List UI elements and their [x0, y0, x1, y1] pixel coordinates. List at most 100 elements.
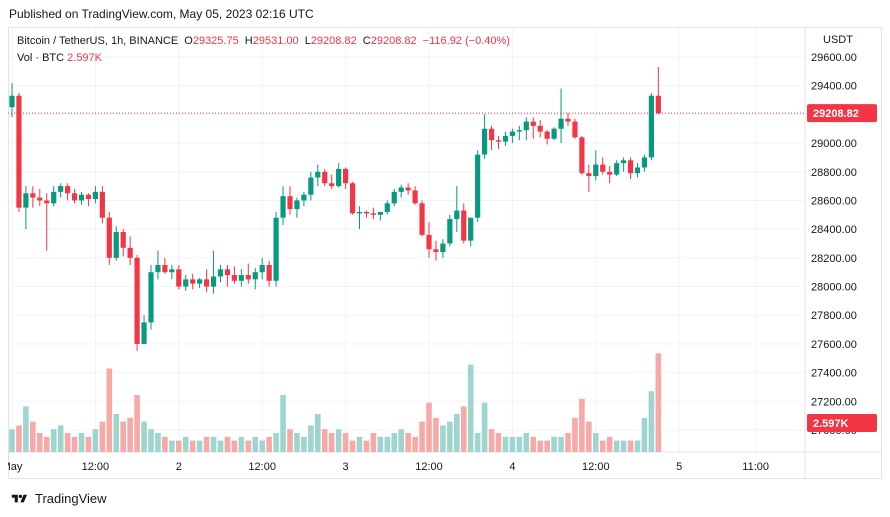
candle-body [363, 211, 370, 214]
volume-bar [23, 406, 29, 452]
currency-label[interactable]: USDT [823, 34, 853, 46]
candle-body [58, 186, 64, 192]
candle-body [343, 168, 349, 184]
volume-bar [627, 440, 634, 452]
volume-bar [245, 440, 252, 452]
volume-bar [92, 429, 99, 452]
candle-body [391, 191, 397, 204]
candle-body [9, 95, 15, 108]
candle-body [558, 118, 564, 129]
time-axis: May 12:00 2 12:00 3 12:00 4 12:00 5 11:00 [8, 461, 769, 473]
volume-bar [558, 436, 564, 452]
candle-body [475, 154, 481, 218]
candle-body [252, 272, 258, 280]
candle-body [565, 118, 571, 122]
candle-body [468, 217, 474, 241]
candle-body [85, 194, 92, 200]
volume-bar [71, 436, 78, 452]
volume-bar [266, 436, 272, 452]
candle-body [621, 160, 627, 164]
volume-bar [426, 402, 432, 452]
candles [9, 67, 661, 352]
volume-bar [30, 421, 36, 452]
candle-body [308, 177, 314, 195]
volume-bar [217, 440, 224, 452]
candle-body [523, 121, 529, 131]
volume-legend: Vol · BTC 2.597K [17, 52, 102, 64]
volume-bar [287, 429, 293, 452]
candle-body [593, 164, 599, 177]
candle-body [44, 200, 50, 204]
published-caption: Published on TradingView.com, May 05, 20… [9, 7, 314, 21]
candle-body [113, 232, 119, 258]
open-label: O [184, 35, 193, 47]
volume-bar [342, 433, 349, 452]
volume-label: Vol · BTC [17, 52, 65, 64]
candle-body [78, 194, 85, 201]
volume-bar [328, 433, 335, 452]
volume-bar [85, 436, 92, 452]
candle-body [176, 269, 182, 287]
time-tick-label: 12:00 [82, 461, 110, 473]
candle-body [607, 171, 613, 175]
volume-bar [113, 414, 120, 452]
price-axis: 27000.0027200.0027400.0027600.0027800.00… [8, 52, 877, 437]
candle-body [51, 191, 57, 204]
time-tick-label: May [8, 461, 23, 473]
volume-bar [301, 436, 307, 452]
volume-bar [182, 436, 189, 452]
candle-body [162, 265, 168, 273]
volume-bar [391, 433, 398, 452]
candle-body [99, 191, 105, 218]
volume-bar [405, 433, 411, 452]
candle-body [502, 135, 509, 142]
time-tick-label: 11:00 [742, 461, 769, 473]
volume-bar [203, 436, 210, 452]
candle-body [641, 157, 648, 168]
candle-body [287, 196, 293, 210]
volume-bar [488, 429, 495, 452]
high-label: H [244, 35, 253, 47]
candle-body [551, 128, 557, 139]
price-tick-label: 29000.00 [811, 138, 857, 150]
candle-body [370, 213, 376, 215]
volume-bar [252, 436, 259, 452]
candle-body [238, 275, 244, 281]
candle-body [454, 210, 460, 220]
volume-bar [224, 436, 231, 452]
price-tick-label: 28200.00 [811, 253, 857, 265]
volume-bar [447, 421, 453, 452]
volume-bar [78, 433, 85, 452]
candle-body [488, 128, 495, 141]
volume-bar [141, 421, 147, 452]
candle-body [398, 187, 404, 192]
volume-bar [273, 433, 279, 452]
volume-bar [641, 417, 648, 452]
volume-bar [565, 433, 571, 452]
volume-bar [530, 436, 537, 452]
volume-bar [572, 417, 578, 452]
volume-bar [516, 436, 523, 452]
candle-body [329, 183, 335, 187]
time-tick-label: 3 [343, 461, 349, 473]
candle-body [266, 265, 272, 281]
volume-bar [481, 402, 488, 452]
candle-body [106, 217, 112, 258]
volume-bar [419, 421, 425, 452]
time-tick-label: 12:00 [415, 461, 443, 473]
candle-body [92, 191, 98, 200]
candle-body [495, 140, 502, 142]
volume-bar [349, 440, 356, 452]
footer-brand[interactable]: TradingView [10, 491, 107, 506]
volume-bar [412, 436, 418, 452]
volume-bar [162, 436, 168, 452]
candle-body [197, 279, 203, 284]
volume-bar [509, 436, 516, 452]
volume-bar [189, 440, 196, 452]
volume-bar [127, 417, 133, 452]
candlestick-chart[interactable]: 27000.0027200.0027400.0027600.0027800.00… [8, 27, 882, 479]
time-tick-label: 2 [176, 461, 182, 473]
time-tick-label: 12:00 [248, 461, 276, 473]
volume-bar [433, 417, 439, 452]
symbol-title: Bitcoin / TetherUS, 1h, BINANCE [17, 35, 179, 47]
